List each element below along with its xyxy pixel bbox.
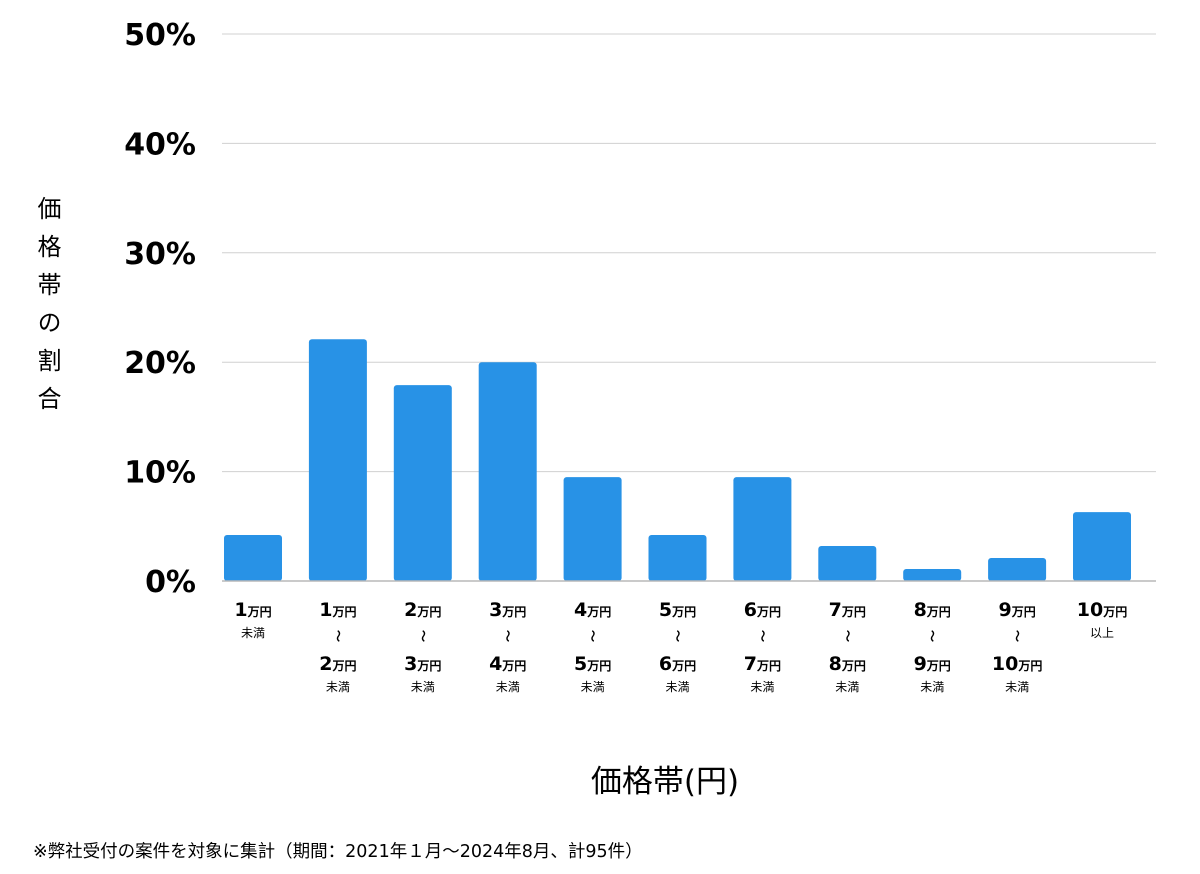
x-tick-label-suffix: 未満 (326, 680, 350, 694)
x-tick-label-range-marker: 〜 (586, 630, 600, 642)
footnote: ※弊社受付の案件を対象に集計（期間：2021年１月〜2024年8月、計95件） (33, 842, 643, 862)
y-tick-label: 20% (124, 346, 196, 381)
x-tick-label-suffix: 未満 (241, 626, 265, 640)
bar (478, 362, 537, 581)
x-tick-label-value: 5万円 (659, 599, 696, 621)
x-tick-label-value: 6万円 (744, 599, 781, 621)
x-tick-label-value: 9万円 (914, 653, 951, 675)
x-tick-label-range-marker: 〜 (840, 630, 854, 642)
x-tick-label-range-marker: 〜 (416, 630, 430, 642)
x-tick-label-value: 1万円 (234, 599, 271, 621)
x-tick-label-value: 10万円 (1077, 599, 1127, 621)
bar (903, 568, 962, 581)
x-tick-label-value: 2万円 (319, 653, 356, 675)
bar (818, 545, 877, 581)
bar (733, 477, 792, 581)
x-tick-label-value: 7万円 (829, 599, 866, 621)
y-tick-label: 30% (124, 237, 196, 272)
bar (988, 558, 1047, 581)
x-tick-label-range-marker: 〜 (925, 630, 939, 642)
x-tick-label-range-marker: 〜 (671, 630, 685, 642)
bar (393, 385, 452, 581)
x-tick-label-value: 2万円 (404, 599, 441, 621)
x-tick-label-value: 1万円 (319, 599, 356, 621)
y-tick-label: 50% (124, 18, 196, 53)
x-tick-label-value: 7万円 (744, 653, 781, 675)
x-tick-label-suffix: 未満 (750, 680, 774, 694)
y-tick-label: 10% (124, 456, 196, 491)
x-tick-label-value: 10万円 (992, 653, 1042, 675)
x-tick-label-suffix: 未満 (835, 680, 859, 694)
x-tick-label-suffix: 未満 (665, 680, 689, 694)
x-tick-label-suffix: 未満 (1005, 680, 1029, 694)
x-tick-label-range-marker: 〜 (331, 630, 345, 642)
x-tick-label-value: 9万円 (998, 599, 1035, 621)
x-tick-label-value: 8万円 (829, 653, 866, 675)
bar (1073, 512, 1131, 581)
x-tick-label-range-marker: 〜 (755, 630, 769, 642)
x-tick-label-value: 3万円 (489, 599, 526, 621)
x-tick-label-value: 5万円 (574, 653, 611, 675)
x-tick-label-value: 6万円 (659, 653, 696, 675)
x-tick-label-value: 4万円 (489, 653, 526, 675)
x-axis-label: 価格帯(円) (590, 764, 740, 800)
y-tick-label: 40% (124, 127, 196, 162)
y-tick-label: 0% (145, 565, 196, 600)
bar (648, 535, 707, 581)
x-tick-label-value: 8万円 (914, 599, 951, 621)
x-tick-label-suffix: 未満 (496, 680, 520, 694)
x-tick-label-suffix: 未満 (411, 680, 435, 694)
x-tick-label-suffix: 以上 (1090, 626, 1114, 640)
x-tick-label-range-marker: 〜 (501, 630, 515, 642)
x-tick-label-range-marker: 〜 (1010, 630, 1024, 642)
x-tick-label-value: 3万円 (404, 653, 441, 675)
bar (563, 477, 622, 581)
bar (308, 339, 367, 581)
y-axis-label: 価格帯の割合 (33, 196, 61, 424)
x-tick-label-suffix: 未満 (920, 680, 944, 694)
x-tick-label-suffix: 未満 (581, 680, 605, 694)
bar (224, 535, 282, 581)
x-tick-label-value: 4万円 (574, 599, 611, 621)
